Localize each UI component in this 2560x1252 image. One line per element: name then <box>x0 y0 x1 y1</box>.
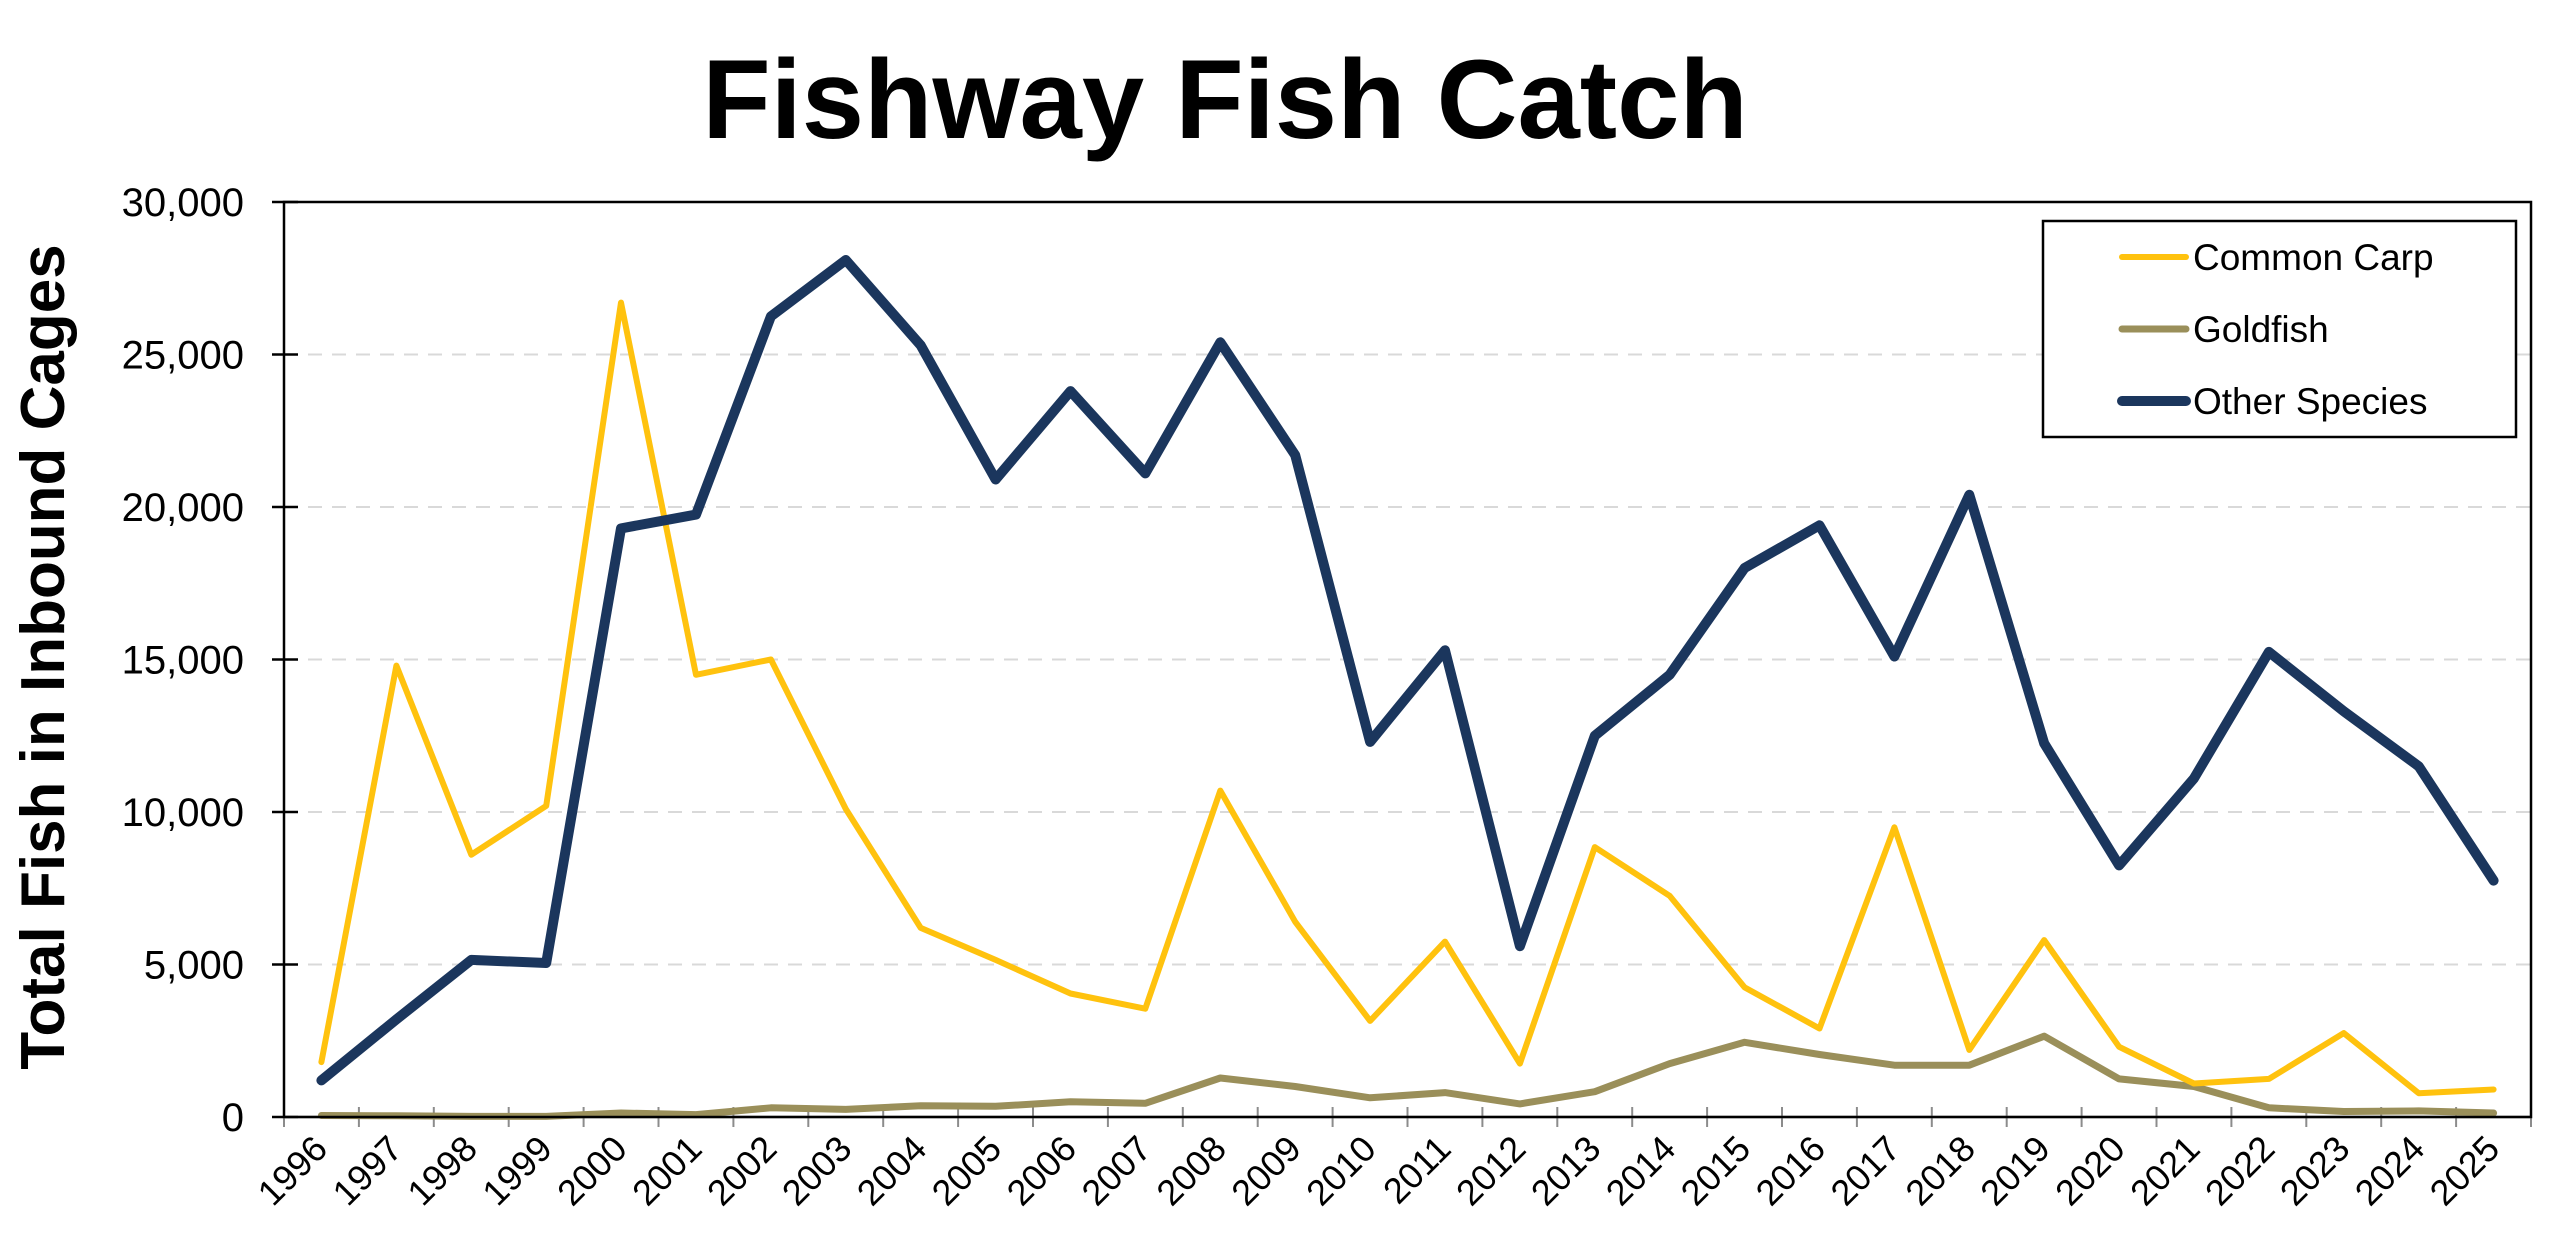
y-tick-label: 30,000 <box>122 181 244 225</box>
legend: Common Carp Goldfish Other Species <box>2041 219 2518 439</box>
legend-item-goldfish: Goldfish <box>2118 309 2329 350</box>
legend-label-common-carp: Common Carp <box>2193 237 2434 278</box>
series-line-goldfish <box>317 1032 2498 1120</box>
y-axis-title: Total Fish in Inbound Cages <box>9 244 78 1070</box>
series-line-common-carp <box>318 299 2497 1097</box>
y-tick-label: 5,000 <box>144 944 244 988</box>
chart-title: Fishway Fish Catch <box>702 37 1748 162</box>
y-tick-label: 25,000 <box>122 334 244 378</box>
y-tick-label: 15,000 <box>122 639 244 683</box>
legend-label-goldfish: Goldfish <box>2193 309 2329 350</box>
legend-item-other-species: Other Species <box>2117 381 2427 422</box>
plot-area-border <box>282 200 2533 1119</box>
series-line-other-species <box>316 255 2499 1086</box>
y-tick-label: 20,000 <box>122 486 244 530</box>
y-tick-label: 10,000 <box>122 791 244 835</box>
y-axis: 0 5,000 10,000 15,000 20,000 25,000 30,000 <box>122 181 298 1140</box>
series-lines <box>316 255 2499 1120</box>
legend-label-other-species: Other Species <box>2193 381 2427 422</box>
legend-item-common-carp: Common Carp <box>2119 237 2434 278</box>
y-tick-label: 0 <box>222 1096 244 1140</box>
